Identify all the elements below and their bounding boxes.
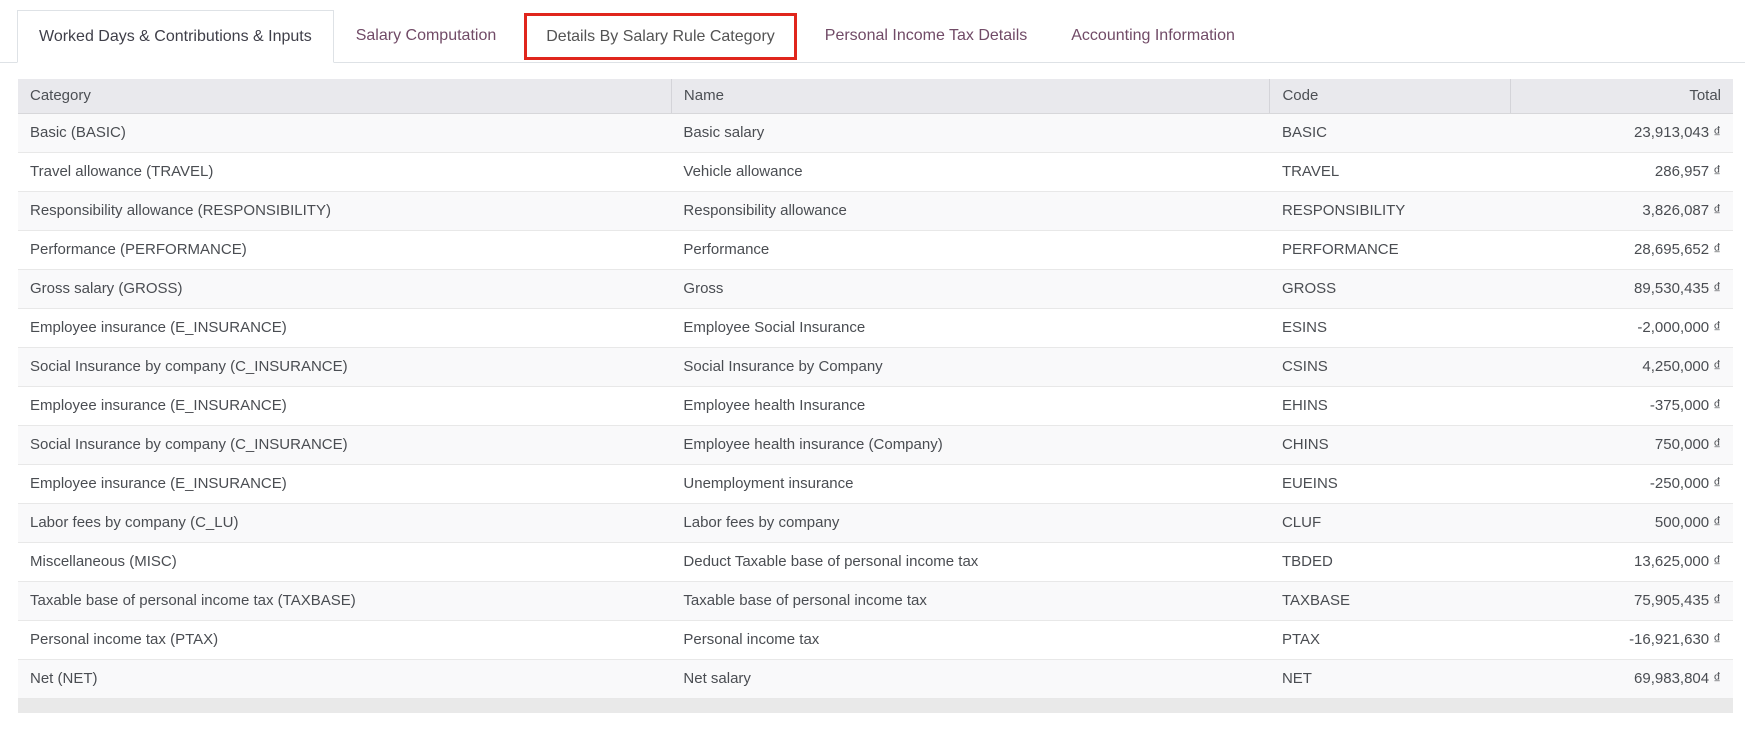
cell-total: 750,000 ₫ — [1510, 424, 1733, 464]
table-row[interactable]: Responsibility allowance (RESPONSIBILITY… — [18, 190, 1733, 230]
cell-total: 28,695,652 ₫ — [1510, 229, 1733, 269]
table-row[interactable]: Taxable base of personal income tax (TAX… — [18, 580, 1733, 620]
cell-category: Personal income tax (PTAX) — [18, 619, 672, 659]
cell-total: 4,250,000 ₫ — [1510, 346, 1733, 386]
cell-name: Deduct Taxable base of personal income t… — [671, 541, 1270, 581]
table-row[interactable]: Travel allowance (TRAVEL) Vehicle allowan… — [18, 151, 1733, 191]
table-row[interactable]: Performance (PERFORMANCE) Performance PERF… — [18, 229, 1733, 269]
cell-total: -2,000,000 ₫ — [1510, 307, 1733, 347]
cell-name: Social Insurance by Company — [671, 346, 1270, 386]
cell-total: -250,000 ₫ — [1510, 463, 1733, 503]
salary-rule-category-table: Category Name Code Total Basic (BASIC) Ba… — [18, 79, 1733, 699]
cell-code: GROSS — [1269, 268, 1511, 308]
table-row[interactable]: Social Insurance by company (C_INSURANCE… — [18, 346, 1733, 386]
cell-name: Employee Social Insurance — [671, 307, 1270, 347]
salary-rule-category-table-container: Category Name Code Total Basic (BASIC) Ba… — [0, 63, 1745, 713]
cell-code: EUEINS — [1269, 463, 1511, 503]
cell-name: Taxable base of personal income tax — [671, 580, 1270, 620]
cell-code: RESPONSIBILITY — [1269, 190, 1511, 230]
cell-code: ESINS — [1269, 307, 1511, 347]
cell-name: Responsibility allowance — [671, 190, 1270, 230]
table-body: Basic (BASIC) Basic salary BASIC 23,913,043… — [18, 113, 1733, 699]
table-row[interactable]: Employee insurance (E_INSURANCE) Employee… — [18, 385, 1733, 425]
cell-code: NET — [1269, 658, 1511, 699]
column-header-name[interactable]: Name — [670, 79, 1270, 114]
cell-category: Responsibility allowance (RESPONSIBILITY… — [18, 190, 672, 230]
cell-name: Employee health Insurance — [671, 385, 1270, 425]
cell-category: Gross salary (GROSS) — [18, 268, 672, 308]
cell-total: 13,625,000 ₫ — [1510, 541, 1733, 581]
cell-name: Net salary — [671, 658, 1270, 699]
cell-total: 69,983,804 ₫ — [1510, 658, 1733, 699]
cell-code: TRAVEL — [1269, 151, 1511, 191]
cell-category: Travel allowance (TRAVEL) — [18, 151, 672, 191]
cell-category: Basic (BASIC) — [30, 124, 126, 141]
table-row[interactable]: Basic (BASIC) Basic salary BASIC 23,913,043… — [18, 113, 1733, 152]
cell-code: PERFORMANCE — [1269, 229, 1511, 269]
cell-code: CHINS — [1269, 424, 1511, 464]
table-row[interactable]: Social Insurance by company (C_INSURANCE… — [18, 424, 1733, 464]
tab-salary-computation[interactable]: Salary Computation — [355, 27, 497, 44]
cell-code: TAXBASE — [1269, 580, 1511, 620]
table-row[interactable]: Net (NET) Net salary NET 69,983,804 ₫ — [18, 658, 1733, 699]
table-row[interactable]: Miscellaneous (MISC) Deduct Taxable base … — [18, 541, 1733, 581]
cell-name: Labor fees by company — [671, 502, 1270, 542]
tab-worked-days-contributions-inputs[interactable]: Worked Days & Contributions & Inputs — [17, 10, 334, 63]
table-row[interactable]: Employee insurance (E_INSURANCE) Employee… — [18, 307, 1733, 347]
cell-name: Personal income tax — [671, 619, 1270, 659]
column-header-category[interactable]: Category — [18, 79, 672, 114]
cell-category: Taxable base of personal income tax (TAX… — [18, 580, 672, 620]
cell-code: BASIC — [1281, 124, 1327, 141]
cell-total: 89,530,435 ₫ — [1510, 268, 1733, 308]
tab-personal-income-tax-details[interactable]: Personal Income Tax Details — [824, 27, 1028, 44]
cell-code: CLUF — [1269, 502, 1511, 542]
tab-bar: Worked Days & Contributions & Inputs Sal… — [0, 10, 1745, 63]
cell-category: Employee insurance (E_INSURANCE) — [18, 307, 672, 347]
cell-category: Employee insurance (E_INSURANCE) — [18, 385, 672, 425]
cell-name: Basic salary — [683, 124, 765, 141]
cell-name: Employee health insurance (Company) — [671, 424, 1270, 464]
cell-category: Net (NET) — [18, 658, 672, 699]
horizontal-scrollbar[interactable] — [18, 698, 1733, 713]
table-header-row: Category Name Code Total — [18, 79, 1733, 114]
cell-category: Miscellaneous (MISC) — [18, 541, 672, 581]
cell-code: CSINS — [1269, 346, 1511, 386]
cell-category: Performance (PERFORMANCE) — [18, 229, 672, 269]
cell-category: Labor fees by company (C_LU) — [18, 502, 672, 542]
cell-category: Employee insurance (E_INSURANCE) — [18, 463, 672, 503]
column-header-code[interactable]: Code — [1269, 79, 1511, 114]
table-row[interactable]: Employee insurance (E_INSURANCE) Unemploy… — [18, 463, 1733, 503]
table-row[interactable]: Personal income tax (PTAX) Personal incom… — [18, 619, 1733, 659]
cell-total: 500,000 ₫ — [1510, 502, 1733, 542]
cell-code: PTAX — [1269, 619, 1511, 659]
cell-total: 23,913,043 ₫ — [1634, 124, 1721, 141]
table-row[interactable]: Labor fees by company (C_LU) Labor fees b… — [18, 502, 1733, 542]
cell-name: Performance — [671, 229, 1270, 269]
cell-name: Gross — [671, 268, 1270, 308]
cell-code: EHINS — [1269, 385, 1511, 425]
tab-details-by-salary-rule-category[interactable]: Details By Salary Rule Category — [524, 13, 797, 60]
column-header-total[interactable]: Total — [1509, 79, 1733, 114]
cell-total: 286,957 ₫ — [1510, 151, 1733, 191]
cell-category: Social Insurance by company (C_INSURANCE… — [18, 424, 672, 464]
tab-accounting-information[interactable]: Accounting Information — [1071, 27, 1235, 44]
cell-total: -16,921,630 ₫ — [1510, 619, 1733, 659]
cell-total: 3,826,087 ₫ — [1510, 190, 1733, 230]
cell-code: TBDED — [1269, 541, 1511, 581]
cell-name: Unemployment insurance — [671, 463, 1270, 503]
cell-total: -375,000 ₫ — [1510, 385, 1733, 425]
cell-total: 75,905,435 ₫ — [1510, 580, 1733, 620]
table-row[interactable]: Gross salary (GROSS) Gross GROSS 89,530,435… — [18, 268, 1733, 308]
cell-name: Vehicle allowance — [671, 151, 1270, 191]
cell-category: Social Insurance by company (C_INSURANCE… — [18, 346, 672, 386]
